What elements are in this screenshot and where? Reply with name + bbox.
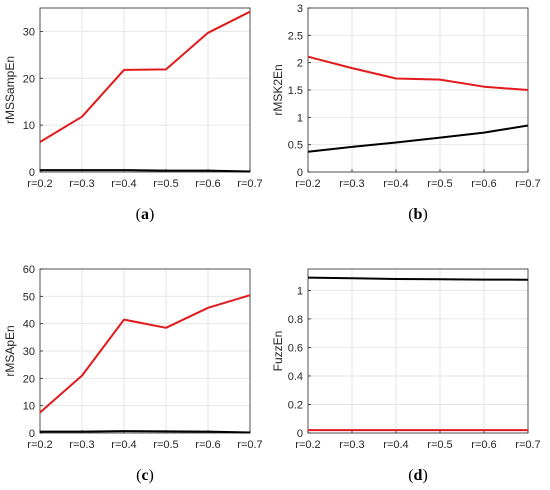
x-tick-label: r=0.2 — [295, 178, 320, 190]
y-axis-label: rMSSampEn — [3, 56, 17, 124]
y-tick-label: 30 — [23, 346, 35, 358]
chart-panel-c: 0 10 20 30 40 50 60 r=0.2 r=0.3 r=0.4 r=0.5 r=0.6 r=… — [3, 264, 263, 484]
panel-caption: (d) — [408, 467, 428, 484]
y-tick-label: 10 — [23, 120, 35, 132]
panel-caption: (a) — [136, 206, 155, 223]
y-tick-label: 0.5 — [288, 140, 303, 152]
axes-box — [307, 268, 529, 434]
y-tick-label: 0.4 — [288, 371, 303, 383]
series-line-red — [39, 10, 251, 143]
x-tick-label: r=0.5 — [153, 439, 178, 451]
x-tick-label: r=0.3 — [339, 178, 364, 190]
x-tick-label: r=0.5 — [427, 439, 452, 451]
y-tick-label: 0 — [29, 167, 35, 179]
x-tick-label: r=0.7 — [237, 439, 262, 451]
x-tick-label: r=0.4 — [383, 178, 408, 190]
x-tick-label: r=0.7 — [515, 178, 540, 190]
y-tick-label: 1 — [297, 112, 303, 124]
chart-panel-b: 0 0.5 1 1.5 2 2.5 3 r=0.2 r=0.3 r=0.4 r=0.5 r=0.6 r=… — [271, 3, 541, 223]
x-tick-label: r=0.6 — [195, 178, 220, 190]
chart-panel-a: 0 10 20 30 r=0.2 r=0.3 r=0.4 r=0.5 r=0.6 r=0.7 rMS… — [3, 7, 263, 223]
y-tick-label: 30 — [23, 26, 35, 38]
x-tick-label: r=0.5 — [153, 178, 178, 190]
y-tick-label: 1.5 — [288, 85, 303, 97]
y-axis-label: FuzzEn — [271, 331, 285, 372]
x-tick-label: r=0.2 — [295, 439, 320, 451]
y-tick-label: 20 — [23, 373, 35, 385]
y-tick-label: 40 — [23, 319, 35, 331]
x-tick-label: r=0.6 — [471, 439, 496, 451]
y-tick-label: 20 — [23, 73, 35, 85]
x-tick-label: r=0.2 — [27, 178, 52, 190]
x-tick-label: r=0.5 — [427, 178, 452, 190]
y-tick-label: 1 — [297, 285, 303, 297]
y-tick-label: 0.8 — [288, 314, 303, 326]
y-axis-label: rMSK2En — [271, 64, 285, 115]
y-axis-label: rMSApEn — [3, 325, 17, 376]
panel-caption: (c) — [136, 467, 154, 484]
y-tick-label: 2.5 — [288, 30, 303, 42]
x-tick-label: r=0.4 — [111, 439, 136, 451]
y-tick-label: 0.2 — [288, 399, 303, 411]
x-tick-label: r=0.6 — [195, 439, 220, 451]
y-tick-label: 3 — [297, 3, 303, 15]
y-tick-label: 0.6 — [288, 342, 303, 354]
chart-panel-d: 0 0.2 0.4 0.6 0.8 1 r=0.2 r=0.3 r=0.4 r=0.5 r=0.6 r… — [271, 268, 541, 484]
x-tick-label: r=0.7 — [237, 178, 262, 190]
y-tick-label: 0 — [297, 428, 303, 440]
series-line-black — [307, 276, 529, 281]
x-tick-label: r=0.7 — [515, 439, 540, 451]
axes-box — [39, 7, 251, 173]
series-line-red — [307, 55, 529, 91]
series-line-black — [307, 124, 529, 153]
x-tick-label: r=0.6 — [471, 178, 496, 190]
x-tick-label: r=0.3 — [69, 178, 94, 190]
x-tick-label: r=0.3 — [339, 439, 364, 451]
x-tick-label: r=0.4 — [383, 439, 408, 451]
y-tick-label: 0 — [29, 428, 35, 440]
series-line-red — [39, 294, 251, 414]
y-tick-label: 0 — [297, 167, 303, 179]
x-tick-label: r=0.4 — [111, 178, 136, 190]
series-line-black — [40, 430, 251, 434]
y-tick-label: 10 — [23, 401, 35, 413]
y-tick-label: 60 — [23, 264, 35, 276]
y-tick-label: 50 — [23, 291, 35, 303]
x-tick-label: r=0.3 — [69, 439, 94, 451]
series-line-black — [40, 169, 251, 173]
panel-caption: (b) — [408, 206, 428, 223]
x-tick-label: r=0.2 — [27, 439, 52, 451]
y-tick-label: 2 — [297, 58, 303, 70]
